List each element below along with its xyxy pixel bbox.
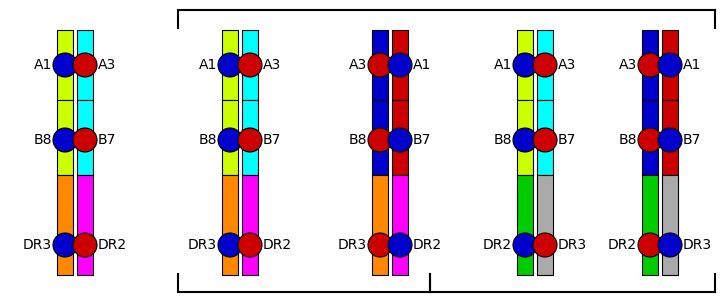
- Circle shape: [218, 233, 242, 257]
- Text: DR2: DR2: [483, 238, 512, 252]
- Circle shape: [53, 53, 77, 77]
- Bar: [222, 30, 238, 100]
- Text: DR2: DR2: [413, 238, 442, 252]
- Bar: [372, 100, 388, 175]
- Text: B7: B7: [263, 133, 281, 147]
- Bar: [57, 30, 73, 100]
- Text: A1: A1: [413, 58, 431, 72]
- Circle shape: [53, 233, 77, 257]
- Bar: [57, 175, 73, 275]
- Circle shape: [513, 128, 537, 152]
- Circle shape: [513, 53, 537, 77]
- Circle shape: [238, 53, 262, 77]
- Text: DR3: DR3: [338, 238, 367, 252]
- Circle shape: [368, 128, 392, 152]
- Text: DR2: DR2: [263, 238, 292, 252]
- Circle shape: [658, 233, 682, 257]
- Circle shape: [533, 53, 557, 77]
- Circle shape: [218, 53, 242, 77]
- Text: B8: B8: [349, 133, 367, 147]
- Bar: [57, 100, 73, 175]
- Text: B7: B7: [683, 133, 701, 147]
- Text: A3: A3: [98, 58, 116, 72]
- Circle shape: [218, 128, 242, 152]
- Circle shape: [73, 128, 97, 152]
- Circle shape: [73, 233, 97, 257]
- Bar: [517, 30, 533, 100]
- Bar: [242, 175, 258, 275]
- Bar: [662, 30, 678, 100]
- Circle shape: [388, 233, 412, 257]
- Text: A1: A1: [33, 58, 52, 72]
- Text: B8: B8: [618, 133, 637, 147]
- Bar: [537, 30, 553, 100]
- Bar: [642, 30, 658, 100]
- Text: A1: A1: [494, 58, 512, 72]
- Text: B7: B7: [558, 133, 576, 147]
- Text: A3: A3: [349, 58, 367, 72]
- Circle shape: [513, 233, 537, 257]
- Text: B7: B7: [98, 133, 117, 147]
- Circle shape: [368, 233, 392, 257]
- Text: B8: B8: [494, 133, 512, 147]
- Bar: [392, 30, 408, 100]
- Circle shape: [638, 53, 662, 77]
- Text: DR3: DR3: [23, 238, 52, 252]
- Bar: [222, 100, 238, 175]
- Bar: [537, 100, 553, 175]
- Circle shape: [533, 233, 557, 257]
- Text: DR3: DR3: [558, 238, 587, 252]
- Circle shape: [388, 53, 412, 77]
- Text: DR3: DR3: [683, 238, 712, 252]
- Text: DR2: DR2: [608, 238, 637, 252]
- Text: A1: A1: [683, 58, 701, 72]
- Circle shape: [658, 128, 682, 152]
- Bar: [642, 175, 658, 275]
- Text: A3: A3: [558, 58, 576, 72]
- Circle shape: [238, 233, 262, 257]
- Text: B8: B8: [199, 133, 217, 147]
- Circle shape: [368, 53, 392, 77]
- Text: DR2: DR2: [98, 238, 127, 252]
- Bar: [372, 175, 388, 275]
- Circle shape: [533, 128, 557, 152]
- Circle shape: [238, 128, 262, 152]
- Bar: [77, 175, 93, 275]
- Bar: [642, 100, 658, 175]
- Bar: [222, 175, 238, 275]
- Circle shape: [388, 128, 412, 152]
- Circle shape: [53, 128, 77, 152]
- Bar: [392, 175, 408, 275]
- Bar: [242, 30, 258, 100]
- Bar: [372, 30, 388, 100]
- Bar: [77, 100, 93, 175]
- Text: A1: A1: [199, 58, 217, 72]
- Text: DR3: DR3: [188, 238, 217, 252]
- Circle shape: [658, 53, 682, 77]
- Bar: [537, 175, 553, 275]
- Bar: [77, 30, 93, 100]
- Bar: [662, 175, 678, 275]
- Text: B7: B7: [413, 133, 431, 147]
- Bar: [392, 100, 408, 175]
- Bar: [242, 100, 258, 175]
- Circle shape: [638, 128, 662, 152]
- Circle shape: [73, 53, 97, 77]
- Text: A3: A3: [618, 58, 637, 72]
- Text: A3: A3: [263, 58, 281, 72]
- Bar: [517, 175, 533, 275]
- Bar: [517, 100, 533, 175]
- Text: B8: B8: [33, 133, 52, 147]
- Bar: [662, 100, 678, 175]
- Circle shape: [638, 233, 662, 257]
